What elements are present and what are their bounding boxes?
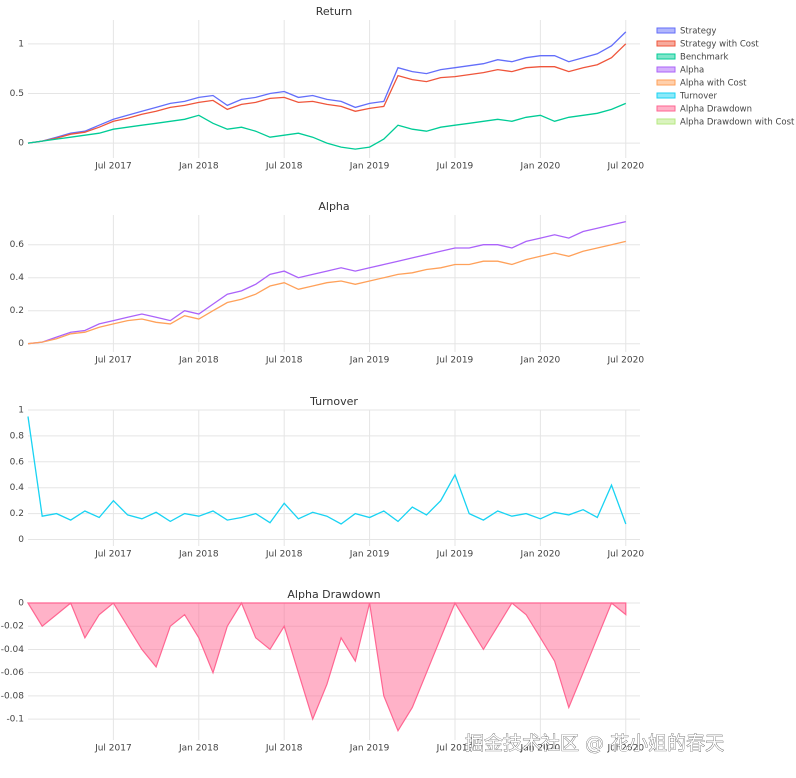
y-tick-label: 0.4	[10, 483, 25, 493]
legend-swatch	[656, 66, 676, 73]
line	[27, 220, 626, 345]
x-tick-label: Jan 2019	[349, 356, 390, 366]
x-tick-label: Jul 2019	[436, 744, 474, 754]
x-tick-label: Jul 2020	[606, 744, 644, 754]
y-tick-label: -0.02	[1, 622, 24, 632]
y-tick-label: 0.5	[10, 89, 24, 99]
x-tick-label: Jul 2017	[94, 162, 132, 172]
y-tick-label: 0.6	[10, 240, 25, 250]
legend-text: Benchmark	[680, 53, 728, 63]
x-tick-label: Jul 2018	[265, 162, 303, 172]
x-tick-label: Jan 2018	[178, 550, 219, 560]
y-tick-label: -0.08	[1, 691, 25, 701]
x-tick-label: Jul 2017	[94, 744, 132, 754]
legend-swatch	[656, 40, 676, 47]
x-tick-label: Jul 2020	[606, 550, 644, 560]
x-tick-label: Jan 2019	[349, 550, 390, 560]
legend-swatch	[656, 53, 676, 60]
legend-text: Strategy	[680, 27, 716, 37]
y-tick-label: 0	[18, 535, 24, 545]
legend-text: Strategy with Cost	[680, 40, 759, 50]
legend-swatch	[656, 118, 676, 125]
legend-text: Alpha with Cost	[680, 79, 747, 89]
x-tick-label: Jul 2018	[265, 744, 303, 754]
area	[26, 601, 627, 733]
x-tick-label: Jul 2017	[94, 550, 132, 560]
x-tick-label: Jan 2018	[178, 744, 219, 754]
x-tick-label: Jul 2019	[436, 162, 474, 172]
x-tick-label: Jul 2018	[265, 550, 303, 560]
y-tick-label: 0	[18, 139, 24, 149]
x-tick-label: Jul 2019	[436, 356, 474, 366]
y-tick-label: 0.2	[10, 306, 24, 316]
x-tick-label: Jul 2020	[606, 356, 644, 366]
y-tick-label: 0.6	[10, 457, 25, 467]
x-tick-label: Jan 2020	[520, 744, 561, 754]
x-tick-label: Jan 2020	[520, 162, 561, 172]
legend-text: Alpha	[680, 66, 704, 76]
legend-swatch	[656, 27, 676, 34]
x-tick-label: Jan 2020	[520, 550, 561, 560]
chart-title: Alpha Drawdown	[287, 588, 380, 601]
x-tick-label: Jul 2017	[94, 356, 132, 366]
y-tick-label: 0.4	[10, 273, 25, 283]
legend-text: Alpha Drawdown with Cost	[680, 118, 795, 128]
x-tick-label: Jul 2018	[265, 356, 303, 366]
legend-swatch	[656, 105, 676, 112]
legend-text: Alpha Drawdown	[680, 105, 752, 115]
chart-title: Return	[316, 5, 353, 18]
chart-title: Alpha	[318, 200, 349, 213]
legend-text: Turnover	[679, 92, 717, 102]
line	[27, 102, 627, 150]
y-tick-label: -0.04	[1, 645, 25, 655]
y-tick-label: 1	[18, 39, 24, 49]
line	[27, 416, 627, 525]
y-tick-label: 0	[18, 599, 24, 609]
x-tick-label: Jan 2019	[349, 162, 390, 172]
y-tick-label: 0.8	[10, 431, 25, 441]
x-tick-label: Jan 2018	[178, 162, 219, 172]
line	[27, 43, 627, 144]
x-tick-label: Jan 2020	[520, 356, 561, 366]
y-tick-label: 0	[18, 339, 24, 349]
y-tick-label: 1	[18, 406, 24, 416]
chart-title: Turnover	[309, 395, 358, 408]
x-tick-label: Jul 2020	[606, 162, 644, 172]
y-tick-label: 0.2	[10, 509, 24, 519]
x-tick-label: Jan 2019	[349, 744, 390, 754]
x-tick-label: Jul 2019	[436, 550, 474, 560]
legend-swatch	[656, 79, 676, 86]
legend-swatch	[656, 92, 676, 99]
y-tick-label: -0.06	[1, 668, 25, 678]
y-tick-label: -0.1	[6, 715, 24, 725]
line	[27, 240, 626, 345]
x-tick-label: Jan 2018	[178, 356, 219, 366]
watermark: 掘金技术社区 @ 花小姐的春天	[465, 733, 724, 755]
line	[27, 31, 627, 144]
